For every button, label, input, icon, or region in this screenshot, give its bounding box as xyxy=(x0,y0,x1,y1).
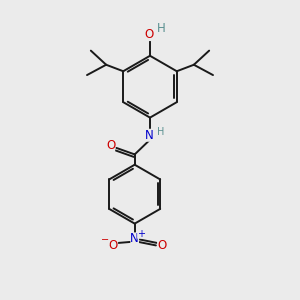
Text: O: O xyxy=(144,28,153,41)
Text: O: O xyxy=(157,239,167,252)
Text: O: O xyxy=(109,239,118,252)
Text: +: + xyxy=(137,229,145,238)
Text: −: − xyxy=(101,235,109,245)
Text: N: N xyxy=(145,129,154,142)
Text: N: N xyxy=(130,232,139,245)
Text: O: O xyxy=(106,139,115,152)
Text: H: H xyxy=(157,22,166,35)
Text: H: H xyxy=(157,127,164,137)
